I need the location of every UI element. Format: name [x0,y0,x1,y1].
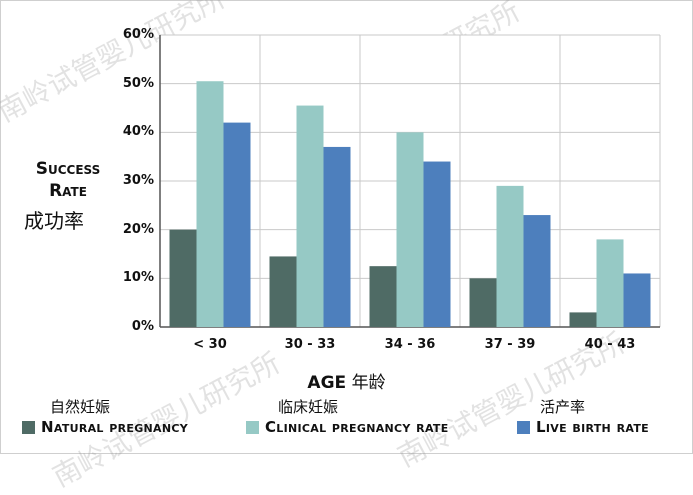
y-tick-label: 30% [122,173,154,188]
x-axis-label-chinese: 年龄 [351,373,386,393]
bar [296,105,324,327]
y-tick-label: 0% [131,319,154,334]
legend-label-natural: Natural pregnancy [41,418,189,436]
y-tick-label: 10% [122,270,154,286]
legend-item-natural: Natural pregnancy [22,418,188,436]
bar [269,256,297,327]
bar [223,122,251,327]
legend-item-live-birth: Live birth rate [517,418,649,436]
legend-swatch-natural [22,420,35,434]
legend-label-live-birth: Live birth rate [536,418,649,436]
x-axis-title: AGE 年龄 [0,368,693,393]
legend-item-clinical: Clinical pregnancy rate [246,418,449,436]
bar [496,185,524,327]
y-tick-label: 50% [122,75,154,91]
x-axis-label: AGE [307,373,347,393]
legend-label-live-birth-chinese: 活产率 [540,398,586,416]
x-tick-label: < 30 [193,337,227,352]
y-axis-label-chinese: 成功率 [24,209,84,233]
bar [323,146,351,327]
x-tick-label: 30 - 33 [284,337,336,352]
y-axis-label: Success Rate [35,159,101,201]
legend-label-natural-chinese: 自然妊娠 [50,398,111,416]
legend-label-clinical-chinese: 临床妊娠 [278,398,339,416]
bar [523,215,551,327]
x-tick-label: 34 - 36 [384,337,436,352]
bar [369,266,397,327]
bar [569,312,597,327]
bar [469,278,497,327]
bar [169,229,197,327]
bar-chart [159,34,661,328]
legend-label-clinical: Clinical pregnancy rate [265,418,449,436]
y-tick-label: 20% [122,221,154,237]
bar [196,81,224,327]
bar [596,239,624,327]
legend-swatch-clinical [246,420,259,434]
y-tick-label: 40% [122,124,154,140]
bar [423,161,451,327]
y-tick-label: 60% [122,27,154,42]
bar [396,132,424,327]
x-tick-label: 40 - 43 [584,337,636,352]
bar [623,273,651,327]
legend-swatch-live-birth [517,420,530,434]
x-tick-label: 37 - 39 [484,337,536,352]
